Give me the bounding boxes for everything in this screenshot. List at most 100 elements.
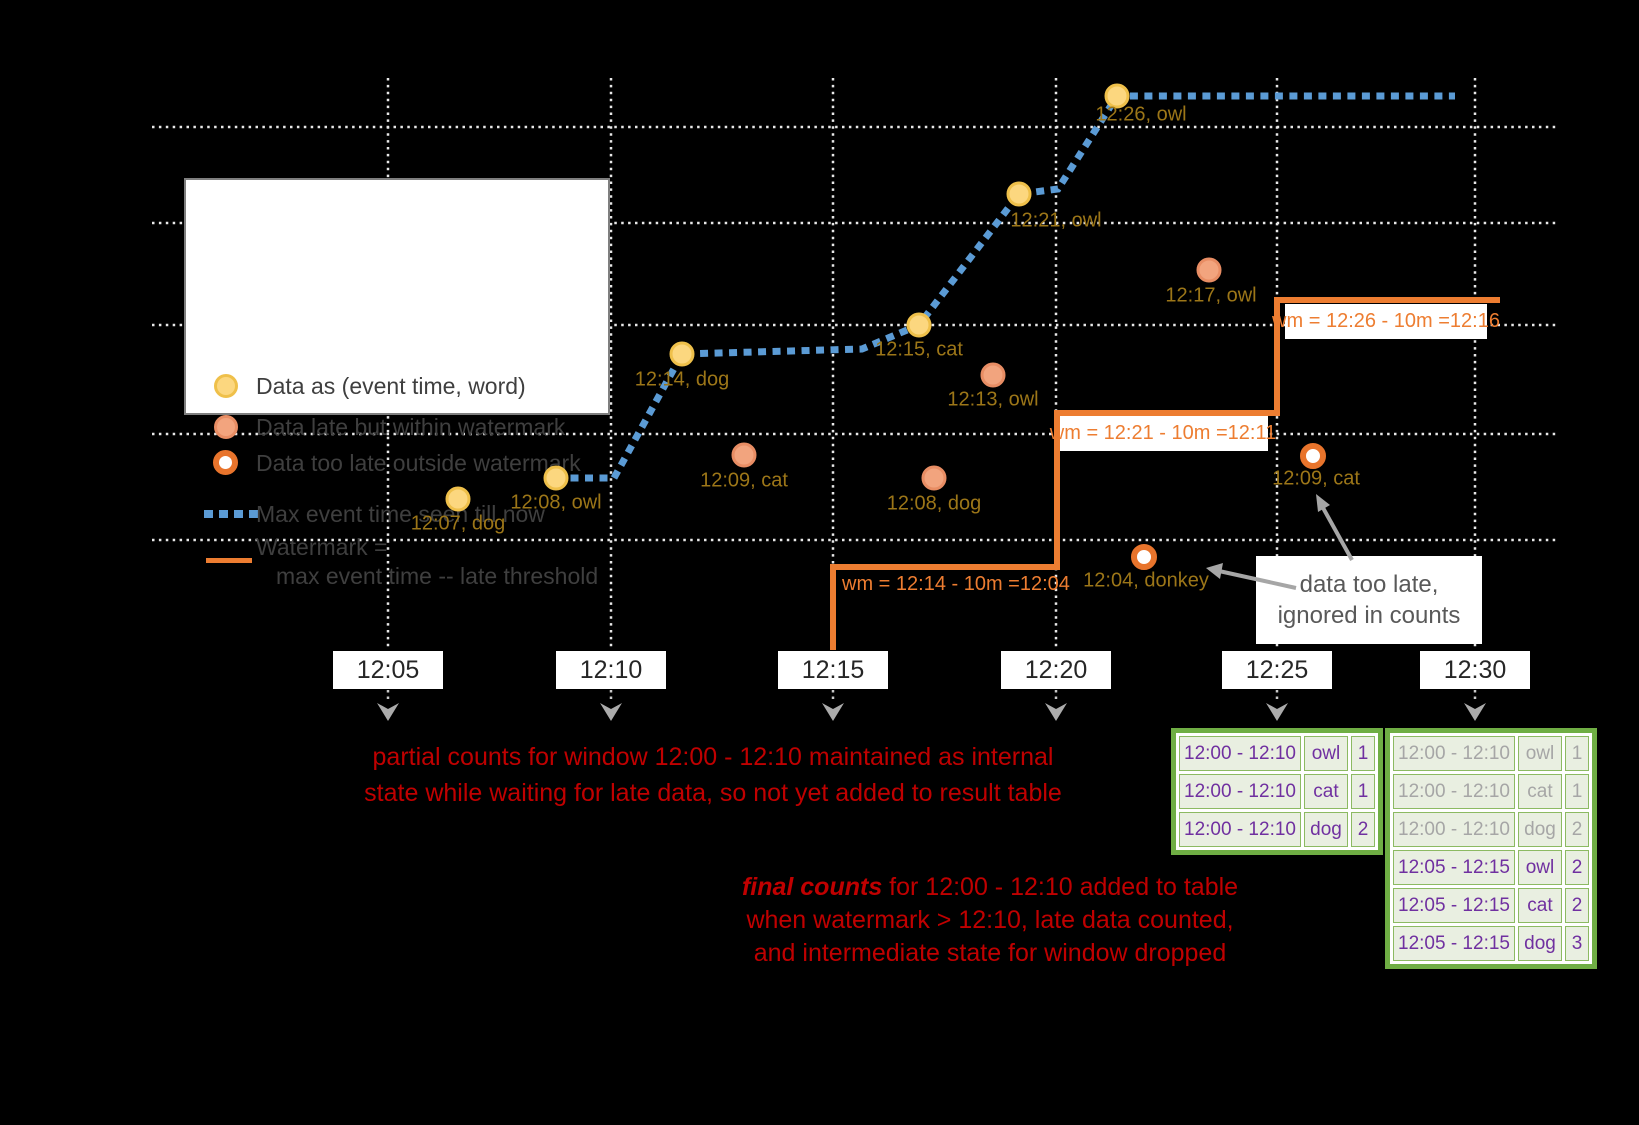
legend-item-on-time: Data as (event time, word) <box>256 372 526 399</box>
table-cell-time: 12:00 - 12:10 <box>1179 736 1301 771</box>
legend-item-max-event-time: Max event time seen till now <box>256 500 545 527</box>
table-row: 12:00 - 12:10 dog 2 <box>1393 812 1589 847</box>
table-cell-time: 12:05 - 12:15 <box>1393 888 1515 923</box>
table-cell-time: 12:00 - 12:10 <box>1179 774 1301 809</box>
legend-item-watermark-formula: max event time -- late threshold <box>276 562 599 589</box>
table-cell-word: dog <box>1517 812 1562 847</box>
data-point-on-time-1214-dog <box>669 341 695 367</box>
time-label-12:10: 12:10 <box>556 651 666 689</box>
too-late-ring-icon <box>213 450 238 475</box>
data-point-label: 12:08, owl <box>510 491 602 514</box>
watermark-label-3: wm = 12:26 - 10m =12:16 <box>1272 304 1500 339</box>
data-point-late-1209-cat <box>731 442 757 468</box>
time-label-12:15: 12:15 <box>778 651 888 689</box>
partial-counts-note-line2: state while waiting for late data, so no… <box>364 779 1062 807</box>
table-row: 12:00 - 12:10 cat 1 <box>1179 774 1375 809</box>
table-cell-count: 2 <box>1350 812 1375 847</box>
final-counts-note-line1: final counts for 12:00 - 12:10 added to … <box>640 871 1340 904</box>
time-label-12:20: 12:20 <box>1001 651 1111 689</box>
legend-item-watermark: Watermark = <box>256 533 388 560</box>
partial-counts-note: partial counts for window 12:00 - 12:10 … <box>303 739 1123 811</box>
axis-arrowhead-12:20 <box>1045 703 1067 721</box>
max-event-time-line <box>556 92 1455 482</box>
data-point-late-1217-owl <box>1196 257 1222 283</box>
table-cell-word: cat <box>1517 774 1562 809</box>
max-event-time-dashes-icon <box>204 510 260 518</box>
final-counts-line1-rest: for 12:00 - 12:10 added to table <box>882 873 1239 901</box>
axis-arrowhead-12:30 <box>1464 703 1486 721</box>
table-cell-time: 12:00 - 12:10 <box>1393 812 1515 847</box>
on-time-dot-icon <box>214 374 238 398</box>
data-point-label: 12:07, dog <box>410 512 506 535</box>
data-point-label: 12:09, cat <box>1272 467 1360 490</box>
data-point-label: 12:21, owl <box>1010 209 1102 232</box>
data-point-label: 12:08, dog <box>886 492 982 515</box>
table-cell-count: 1 <box>1350 774 1375 809</box>
table-row: 12:00 - 12:10 owl 1 <box>1393 736 1589 771</box>
table-row: 12:05 - 12:15 dog 3 <box>1393 926 1589 961</box>
table-cell-count: 1 <box>1564 736 1589 771</box>
table-cell-word: dog <box>1517 926 1562 961</box>
table-cell-word: owl <box>1517 850 1562 885</box>
final-counts-note-line2: when watermark > 12:10, late data counte… <box>746 906 1234 934</box>
too-late-callout: data too late, ignored in counts <box>1256 556 1482 644</box>
final-counts-note: final counts for 12:00 - 12:10 added to … <box>640 871 1340 970</box>
data-point-on-time-1226-owl <box>1104 83 1130 109</box>
data-point-on-time-1208-owl <box>543 465 569 491</box>
axis-arrowhead-12:05 <box>377 703 399 721</box>
table-cell-count: 2 <box>1564 850 1589 885</box>
time-label-12:25: 12:25 <box>1222 651 1332 689</box>
data-point-label: 12:04, donkey <box>1083 569 1209 592</box>
table-row: 12:00 - 12:10 dog 2 <box>1179 812 1375 847</box>
result-table-12-25: 12:00 - 12:10 owl 1 12:00 - 12:10 cat 1 12:00 … <box>1171 728 1383 855</box>
data-point-on-time-1221-owl <box>1006 181 1032 207</box>
time-label-12:30: 12:30 <box>1420 651 1530 689</box>
result-table-12-25: 12:00 - 12:10 owl 1 12:00 - 12:10 cat 1 12:00 … <box>1171 728 1383 855</box>
watermark-label-1: wm = 12:14 - 10m =12:04 <box>842 573 1070 595</box>
table-cell-count: 2 <box>1564 888 1589 923</box>
legend-item-late: Data late but within watermark <box>256 413 566 440</box>
table-cell-time: 12:00 - 12:10 <box>1393 736 1515 771</box>
partial-counts-note-line1: partial counts for window 12:00 - 12:10 … <box>372 743 1054 771</box>
table-cell-count: 1 <box>1350 736 1375 771</box>
data-point-label: 12:17, owl <box>1165 284 1257 307</box>
table-cell-time: 12:05 - 12:15 <box>1393 850 1515 885</box>
data-point-label: 12:09, cat <box>700 469 788 492</box>
table-row: 12:05 - 12:15 cat 2 <box>1393 888 1589 923</box>
legend-item-too-late: Data too late outside watermark <box>256 449 581 476</box>
axis-arrowhead-12:15 <box>822 703 844 721</box>
axis-arrowhead-12:10 <box>600 703 622 721</box>
table-cell-word: owl <box>1517 736 1562 771</box>
too-late-callout-line1: data too late, <box>1299 571 1439 598</box>
data-point-label: 12:14, dog <box>634 368 730 391</box>
watermark-line-icon <box>206 558 252 563</box>
table-cell-count: 2 <box>1564 812 1589 847</box>
table-cell-count: 3 <box>1564 926 1589 961</box>
table-cell-word: dog <box>1303 812 1348 847</box>
data-point-too-late-1204-donkey <box>1131 544 1157 570</box>
data-point-late-1208-dog <box>921 465 947 491</box>
time-label-12:05: 12:05 <box>333 651 443 689</box>
table-row: 12:00 - 12:10 owl 1 <box>1179 736 1375 771</box>
final-counts-emphasis: final counts <box>741 873 883 901</box>
too-late-callout-line2: ignored in counts <box>1277 602 1461 629</box>
axis-arrowhead-12:25 <box>1266 703 1288 721</box>
result-table-12-30: 12:00 - 12:10 owl 1 12:00 - 12:10 cat 1 12:00 … <box>1385 728 1597 969</box>
final-counts-note-line3: and intermediate state for window droppe… <box>753 939 1227 967</box>
callout-arrow-to-late-cat-head <box>1316 494 1330 512</box>
watermark-label-2: wm = 12:21 - 10m =12:11 <box>1050 415 1276 451</box>
data-point-label: 12:26, owl <box>1095 103 1187 126</box>
table-row: 12:05 - 12:15 owl 2 <box>1393 850 1589 885</box>
result-table-12-30: 12:00 - 12:10 owl 1 12:00 - 12:10 cat 1 12:00 … <box>1385 728 1597 969</box>
data-point-label: 12:13, owl <box>947 388 1039 411</box>
data-point-on-time-1215-cat <box>906 312 932 338</box>
table-cell-word: owl <box>1303 736 1348 771</box>
data-point-on-time-1207-dog <box>445 486 471 512</box>
table-cell-time: 12:00 - 12:10 <box>1179 812 1301 847</box>
table-cell-word: cat <box>1303 774 1348 809</box>
late-dot-icon <box>214 415 238 439</box>
data-point-late-1213-owl <box>980 362 1006 388</box>
table-row: 12:00 - 12:10 cat 1 <box>1393 774 1589 809</box>
data-point-label: 12:15, cat <box>875 338 963 361</box>
